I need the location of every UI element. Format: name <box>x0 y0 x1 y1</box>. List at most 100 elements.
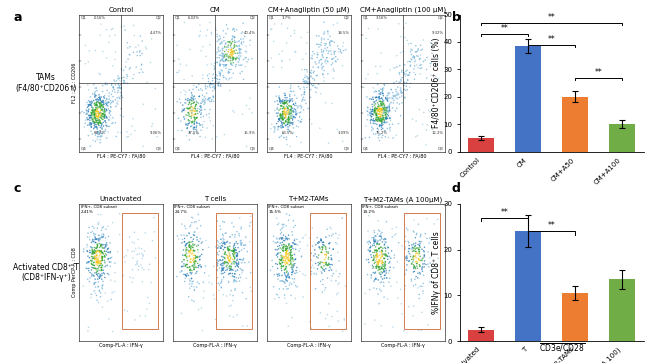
Point <box>289 101 299 107</box>
Point <box>218 265 229 270</box>
Point <box>278 120 289 126</box>
Point <box>336 50 346 56</box>
Point <box>218 274 229 280</box>
Point <box>278 101 288 106</box>
Point <box>96 242 107 248</box>
Point <box>372 264 382 269</box>
Point <box>107 88 118 94</box>
Point <box>376 109 387 115</box>
Point <box>298 56 308 62</box>
Point <box>179 253 190 258</box>
Point <box>93 130 103 136</box>
Point <box>191 121 202 127</box>
Point <box>326 255 337 261</box>
Point <box>268 264 278 269</box>
Point <box>88 249 98 255</box>
Point <box>289 224 299 230</box>
Point <box>274 51 284 57</box>
Point <box>92 248 102 254</box>
Point <box>190 105 200 111</box>
Point <box>227 48 237 54</box>
Point <box>419 264 429 270</box>
Point <box>280 248 291 253</box>
Point <box>301 51 311 57</box>
Point <box>212 49 222 55</box>
Point <box>209 264 219 269</box>
Text: a: a <box>13 11 21 24</box>
Point <box>370 276 381 282</box>
Point <box>214 241 225 246</box>
Point <box>83 259 94 265</box>
Point <box>372 114 383 120</box>
Point <box>218 262 228 268</box>
Point <box>192 115 202 121</box>
Point <box>179 114 189 120</box>
Point <box>426 309 437 315</box>
Point <box>185 118 195 124</box>
Point <box>215 280 226 286</box>
Point <box>138 101 148 107</box>
Point <box>278 101 289 106</box>
Point <box>223 49 233 55</box>
Point <box>101 252 112 258</box>
Point <box>92 245 102 251</box>
Point <box>192 114 202 120</box>
Point <box>376 123 387 129</box>
Point <box>324 241 334 246</box>
Point <box>375 98 385 104</box>
Point <box>89 256 99 261</box>
Point <box>318 75 329 81</box>
Point <box>381 106 391 112</box>
Point <box>131 262 141 268</box>
Point <box>304 78 315 84</box>
Point <box>212 250 222 256</box>
Point <box>146 60 156 65</box>
Point <box>229 246 239 252</box>
Point <box>224 258 235 264</box>
Point <box>375 272 385 277</box>
Point <box>176 100 186 106</box>
Point <box>101 248 112 254</box>
Point <box>268 124 279 130</box>
Point <box>411 231 422 236</box>
Point <box>270 296 280 302</box>
Point <box>231 247 241 253</box>
Point <box>91 293 101 298</box>
Point <box>227 260 238 265</box>
Point <box>188 232 199 238</box>
Point <box>289 109 299 115</box>
Point <box>281 248 291 254</box>
Point <box>189 219 200 225</box>
Point <box>417 121 428 127</box>
Point <box>376 249 387 255</box>
Point <box>285 111 296 117</box>
Point <box>276 65 287 70</box>
Point <box>93 99 103 105</box>
Point <box>316 62 326 68</box>
Point <box>205 118 216 124</box>
Point <box>84 113 94 119</box>
Point <box>284 274 294 280</box>
Point <box>366 114 376 120</box>
Point <box>408 245 419 251</box>
Point <box>311 41 322 47</box>
Point <box>181 100 191 106</box>
Point <box>375 86 385 92</box>
Point <box>204 95 214 101</box>
Point <box>315 259 326 265</box>
Point <box>274 116 285 122</box>
Point <box>88 231 99 236</box>
Point <box>96 99 107 105</box>
Point <box>380 236 390 241</box>
Point <box>181 105 192 111</box>
Point <box>280 247 291 253</box>
Point <box>224 263 235 269</box>
Point <box>228 34 239 40</box>
Point <box>404 246 414 252</box>
Point <box>308 64 318 70</box>
Point <box>387 226 397 232</box>
Point <box>306 74 316 80</box>
Point <box>307 121 317 127</box>
Point <box>234 43 244 49</box>
Point <box>103 123 113 129</box>
